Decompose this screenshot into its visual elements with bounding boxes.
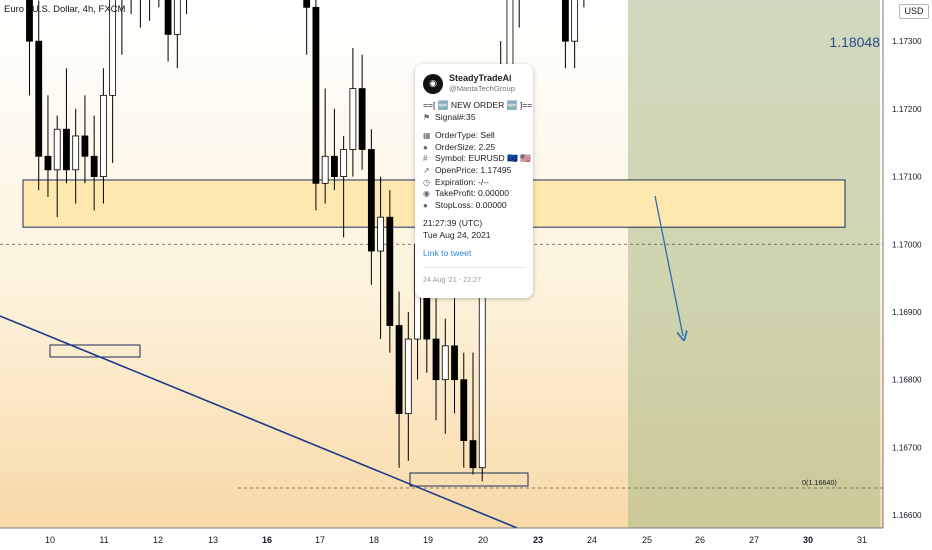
y-tick-3: 1.16900 — [892, 308, 922, 317]
demand-zone-low — [409, 472, 529, 487]
tweet-footer-date: 24 Aug '21 - 22:27 — [423, 267, 525, 286]
candle-body-11 — [109, 0, 117, 96]
x-tick-11: 25 — [642, 535, 652, 545]
y-tick-4: 1.17000 — [892, 240, 922, 249]
candle-body-40 — [377, 216, 385, 252]
x-tick-4: 16 — [262, 535, 272, 545]
fib-levels: 1(1.18046)0.733333(1.17671)0.618(1.17509… — [0, 243, 883, 489]
candle-body-4 — [44, 155, 52, 171]
candle-body-3 — [35, 40, 43, 157]
x-axis-ticks: 10 11 12 13 16 17 18 19 20 23 24 25 26 27 30 31 — [45, 535, 867, 545]
candle-body-2 — [26, 0, 33, 42]
bank-icon: ▦ — [423, 131, 431, 141]
candle-body-38 — [358, 88, 366, 150]
candle-body-17 — [164, 0, 172, 35]
avatar: ◉ — [423, 73, 443, 94]
candle-body-43 — [404, 338, 412, 414]
candle-body-49 — [460, 379, 468, 442]
tweet-date: Tue Aug 24, 2021 — [423, 229, 491, 240]
candle-body-37 — [349, 88, 357, 150]
tweet-author: SteadyTradeAi — [449, 73, 512, 83]
candle-body-6 — [63, 128, 70, 171]
candle-body-42 — [395, 325, 403, 414]
currency-button[interactable]: USD — [899, 4, 929, 19]
candle-body-33 — [312, 6, 320, 184]
x-tick-0: 10 — [45, 535, 55, 545]
tweet-time: 21:27:39 (UTC) — [423, 218, 483, 229]
y-tick-2: 1.16800 — [892, 376, 922, 385]
trendline — [0, 315, 523, 531]
x-tick-14: 30 — [803, 535, 813, 545]
candle-body-32 — [303, 0, 311, 8]
x-tick-12: 26 — [695, 535, 705, 545]
stop-level-label: 1.18048 — [829, 34, 880, 50]
order-header: ==[ 🆕 NEW ORDER 🆕 ]== — [423, 100, 533, 110]
expiration: Expiration: -/-- — [435, 176, 489, 187]
bomb-icon: ● — [423, 200, 428, 210]
x-tick-3: 13 — [208, 535, 218, 545]
candle-body-35 — [330, 155, 338, 177]
tweet-card[interactable]: ◉ SteadyTradeAi @MantaTechGroup ==[ 🆕 NE… — [415, 64, 533, 298]
flag-icon: ⚑ — [423, 112, 431, 122]
y-tick-0: 1.16600 — [892, 511, 922, 520]
y-tick-1: 1.16700 — [892, 443, 922, 452]
take-profit: TakeProfit: 0.00000 — [435, 188, 510, 199]
x-tick-2: 12 — [153, 535, 163, 545]
x-tick-9: 23 — [533, 535, 543, 545]
order-type: OrderType: Sell — [435, 130, 495, 141]
candle-body-41 — [386, 216, 394, 326]
take-profit-box — [628, 0, 880, 528]
y-tick-7: 1.17300 — [892, 37, 922, 46]
open-price: OpenPrice: 1.17495 — [435, 164, 512, 175]
tweet-link[interactable]: Link to tweet — [423, 247, 472, 258]
candle-body-47 — [441, 345, 449, 381]
candle-body-9 — [90, 155, 98, 177]
x-tick-15: 31 — [857, 535, 867, 545]
candle-body-60 — [562, 0, 569, 42]
y-axis-ticks: 1.16600 1.16700 1.16800 1.16900 1.17000 1.171… — [892, 37, 922, 520]
signal-number: Signal#:35 — [435, 111, 476, 122]
clock-icon: ◷ — [423, 177, 430, 187]
x-tick-13: 27 — [749, 535, 759, 545]
candle-body-48 — [451, 345, 458, 381]
candle-body-46 — [432, 338, 440, 381]
order-symbol: Symbol: EURUSD 🇪🇺 🇺🇸 — [435, 153, 531, 164]
chart-icon: ↗ — [423, 165, 430, 175]
y-tick-5: 1.17100 — [892, 173, 922, 182]
candle-body-10 — [100, 94, 107, 177]
chart-title: Euro / U.S. Dollar, 4h, FXCM — [4, 4, 126, 15]
candle-body-61 — [571, 0, 579, 42]
candle-body-36 — [340, 149, 348, 177]
stop-loss: StopLoss: 0.00000 — [435, 199, 507, 210]
money-icon: ◉ — [423, 189, 430, 199]
y-tick-6: 1.17200 — [892, 105, 922, 114]
tweet-handle: @MantaTechGroup — [449, 84, 515, 93]
level-label-5: 0(1.16640) — [802, 478, 837, 487]
candle-body-18 — [173, 0, 181, 35]
x-tick-8: 20 — [478, 535, 488, 545]
x-tick-10: 24 — [587, 535, 597, 545]
x-tick-6: 18 — [369, 535, 379, 545]
order-size: OrderSize: 2.25 — [435, 141, 496, 152]
x-tick-1: 11 — [99, 535, 108, 545]
money-bag-icon: ● — [423, 142, 428, 152]
position-boxes — [628, 0, 880, 528]
projection-arrow — [654, 195, 683, 336]
x-tick-5: 17 — [315, 535, 325, 545]
candles — [26, 0, 585, 482]
candle-body-5 — [53, 128, 61, 171]
candle-body-50 — [469, 440, 477, 469]
hash-icon: # — [423, 154, 428, 164]
candle-body-7 — [72, 135, 80, 171]
x-tick-7: 19 — [423, 535, 433, 545]
candle-body-39 — [367, 149, 375, 252]
demand-zone-left — [49, 344, 141, 358]
candle-body-8 — [81, 135, 89, 157]
candle-body-34 — [321, 155, 329, 184]
